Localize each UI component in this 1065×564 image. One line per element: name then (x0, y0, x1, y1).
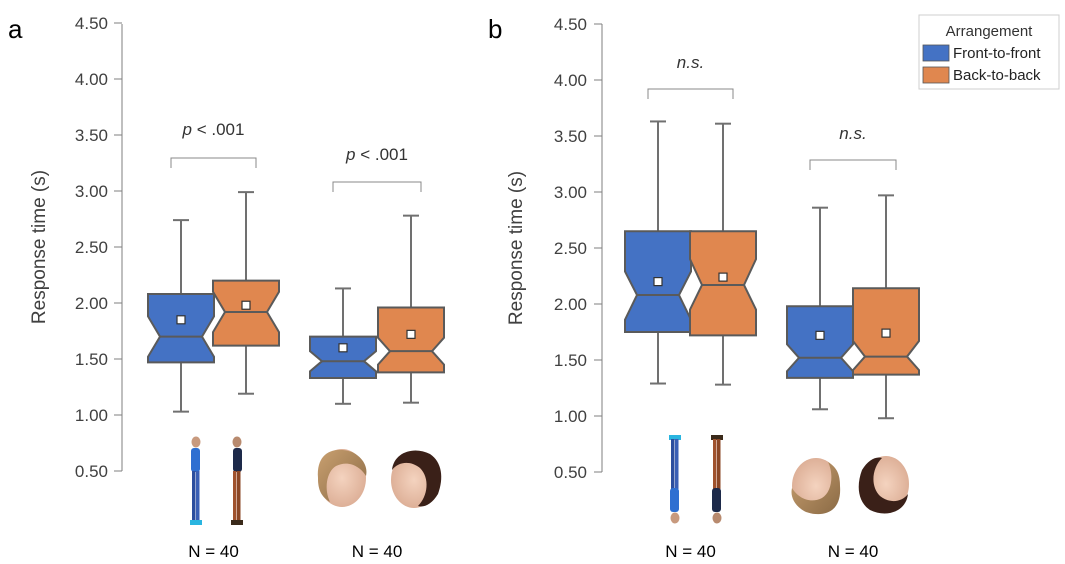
legend-swatch-back-to-back (922, 66, 950, 84)
y-tick-label: 1.00 (75, 406, 108, 425)
box-body (689, 230, 757, 337)
panel-a-boxes (147, 191, 445, 413)
mean-marker (176, 315, 186, 325)
mean-marker (653, 277, 663, 287)
panel-b-y-axis-label: Response time (s) (506, 171, 527, 325)
panel-label-b: b (488, 14, 502, 44)
y-tick-label: 0.50 (75, 462, 108, 481)
mean-marker (338, 343, 348, 353)
y-tick-label: 1.50 (554, 351, 587, 370)
sample-size-label: N = 40 (188, 542, 239, 561)
y-tick-label: 2.00 (75, 294, 108, 313)
box-front-to-front (147, 219, 215, 413)
legend-swatch-front-to-front (922, 44, 950, 62)
box-back-to-back (689, 122, 757, 386)
upright-faces-icon (317, 449, 442, 508)
mean-marker (881, 328, 891, 338)
mean-marker (241, 300, 251, 310)
box-back-to-back (377, 214, 445, 404)
box-front-to-front (309, 287, 377, 405)
inverted-faces-icon (791, 456, 909, 515)
legend: Arrangement Front-to-front Back-to-back (918, 14, 1060, 90)
mean-marker (718, 272, 728, 282)
box-body (786, 305, 854, 379)
y-tick-label: 4.50 (75, 14, 108, 33)
legend-label-front-to-front: Front-to-front (953, 45, 1041, 62)
panel-b-boxes (624, 120, 920, 420)
y-tick-label: 0.50 (554, 463, 587, 482)
panel-b-plot: Response time (s) 0.50 1.00 1.50 2.00 2.50 3.… (506, 15, 920, 524)
panel-a-annotations: p < .001 p < .001 (170, 120, 422, 192)
y-tick-label: 2.50 (554, 239, 587, 258)
sample-size-label: N = 40 (665, 542, 716, 561)
y-tick-label: 2.50 (75, 238, 108, 257)
box-body (309, 335, 377, 379)
upright-bodies-icon (190, 436, 243, 525)
y-tick-label: 3.00 (554, 183, 587, 202)
box-body (377, 306, 445, 374)
significance-label: n.s. (839, 124, 866, 143)
y-tick-label: 3.50 (554, 127, 587, 146)
y-tick-label: 3.50 (75, 126, 108, 145)
box-body (212, 279, 280, 347)
sample-size-label: N = 40 (828, 542, 879, 561)
y-tick-label: 3.00 (75, 182, 108, 201)
panel-a-y-axis-label: Response time (s) (29, 170, 50, 324)
box-back-to-back (212, 191, 280, 395)
y-tick-label: 1.50 (75, 350, 108, 369)
panel-b-y-ticks: 0.50 1.00 1.50 2.00 2.50 3.00 3.50 4.00 4.50 (554, 15, 602, 482)
y-tick-label: 4.00 (75, 70, 108, 89)
y-tick-label: 4.50 (554, 15, 587, 34)
y-tick-label: 4.00 (554, 71, 587, 90)
sample-size-labels: N = 40 N = 40 N = 40 N = 40 (188, 542, 878, 561)
legend-title: Arrangement (946, 23, 1034, 40)
panel-a-plot: Response time (s) 0.50 1.00 1.50 2.00 2.50 3.… (29, 14, 445, 525)
significance-bracket (332, 181, 422, 192)
significance-bracket (809, 159, 897, 170)
box-front-to-front (624, 120, 692, 385)
legend-label-back-to-back: Back-to-back (953, 67, 1041, 84)
significance-label: n.s. (677, 53, 704, 72)
panel-a-y-ticks: 0.50 1.00 1.50 2.00 2.50 3.00 3.50 4.00 4.50 (75, 14, 122, 481)
y-tick-label: 2.00 (554, 295, 587, 314)
significance-label: p < .001 (345, 145, 408, 164)
panel-b-annotations: n.s. n.s. (647, 53, 897, 170)
panel-label-a: a (8, 14, 23, 44)
significance-label: p < .001 (182, 120, 245, 139)
box-back-to-back (852, 194, 920, 420)
inverted-bodies-icon (669, 435, 723, 524)
box-front-to-front (786, 206, 854, 411)
box-body (147, 293, 215, 364)
mean-marker (815, 330, 825, 340)
mean-marker (406, 329, 416, 339)
sample-size-label: N = 40 (352, 542, 403, 561)
significance-bracket (170, 157, 257, 168)
y-tick-label: 1.00 (554, 407, 587, 426)
significance-bracket (647, 88, 734, 99)
